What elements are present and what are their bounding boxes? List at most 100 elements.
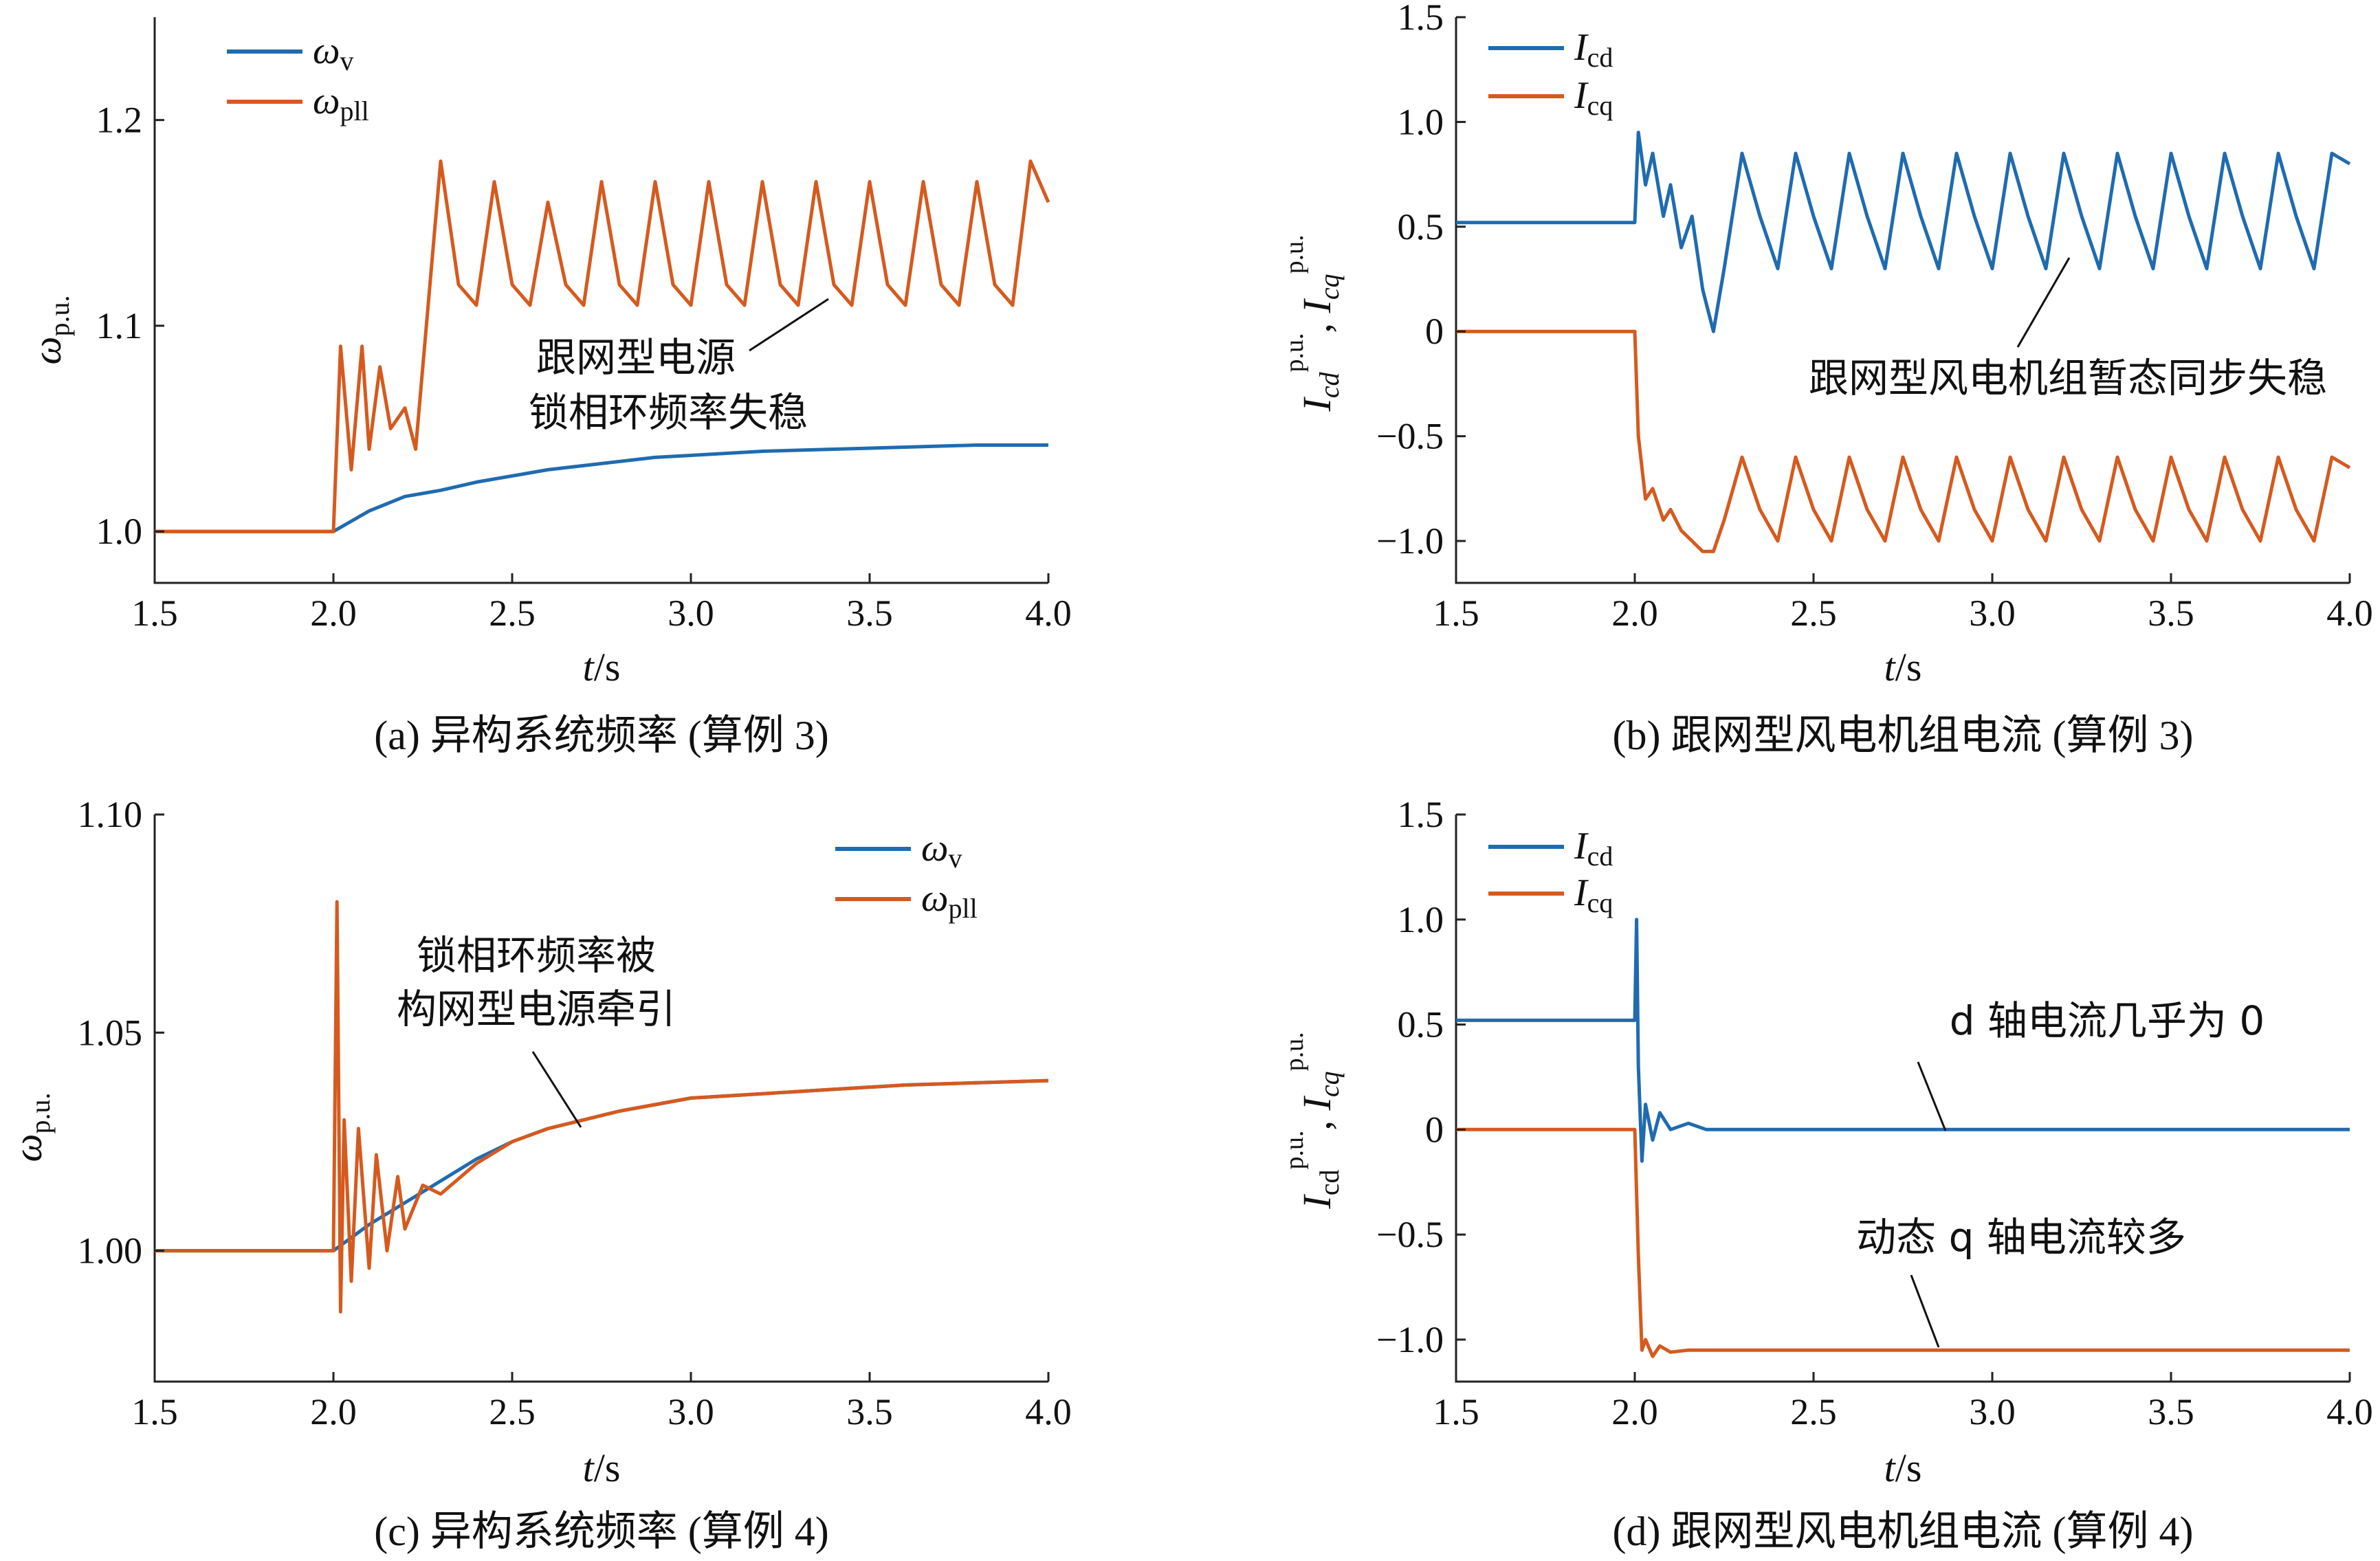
y-tick-label: 1.0	[1398, 101, 1444, 142]
x-tick-label: 4.0	[1025, 1391, 1072, 1432]
series-line-pll	[155, 900, 1049, 1314]
y-tick-label: 1.10	[78, 794, 143, 835]
y-tick-label: 1.0	[1398, 899, 1444, 940]
panel-a-legend: ωv ωpll	[227, 30, 369, 126]
caption-d: (d) 跟网型风电机组电流 (算例 4)	[1613, 1509, 2194, 1554]
x-tick-label: 2.0	[310, 1391, 357, 1432]
x-tick-label: 2.5	[1790, 593, 1837, 634]
panel-c-xlabel: t/s	[583, 1446, 621, 1490]
panel-a-xticks: 1.5 2.0 2.5 3.0 3.5 4.0	[131, 573, 1072, 634]
series-line-cd	[1456, 918, 2350, 1163]
panel-c-xticks: 1.5 2.0 2.5 3.0 3.5 4.0	[131, 1372, 1072, 1432]
panel-a-plot	[155, 159, 1050, 533]
panel-a-yticks: 1.0 1.1 1.2	[96, 100, 164, 552]
series-line-cq	[1456, 1127, 2350, 1358]
x-tick-label: 2.0	[310, 593, 357, 634]
x-tick-label: 3.0	[1969, 593, 2016, 634]
x-tick-label: 1.5	[1433, 1391, 1479, 1432]
legend-label-wv: ωv	[313, 30, 354, 76]
panel-d: 1.5 2.0 2.5 3.0 3.5 4.0 −1.0 −0.5 0 0.5 1.0 1.5 t/…	[1280, 794, 2373, 1554]
panel-c-ylabel: ωp.u.	[5, 1093, 56, 1162]
y-tick-label: −1.0	[1376, 520, 1444, 562]
annotation-d2-leader	[1910, 1274, 1940, 1348]
panel-b-yticks: −1.0 −0.5 0 0.5 1.0 1.5	[1376, 0, 1466, 562]
legend-label-wpll: ωpll	[313, 80, 369, 126]
x-tick-label: 2.0	[1611, 593, 1658, 634]
y-tick-label: −0.5	[1376, 1214, 1444, 1255]
series-line-cd	[1456, 131, 2351, 333]
panel-b-xlabel: t/s	[1884, 645, 1922, 689]
y-tick-label: 1.00	[78, 1230, 143, 1272]
panel-b-legend: Icd Icq	[1488, 26, 1613, 121]
panel-c-axes	[153, 815, 1048, 1383]
y-tick-label: 1.5	[1398, 0, 1444, 38]
panel-c-yticks: 1.00 1.05 1.10	[78, 794, 164, 1272]
panel-a-ylabel: ωp.u.	[25, 296, 75, 365]
series-line-v	[155, 443, 1048, 533]
annotation-b-leader	[2016, 257, 2071, 348]
x-tick-label: 1.5	[131, 1391, 178, 1432]
panel-d-legend: Icd Icq	[1488, 825, 1613, 918]
y-tick-label: −1.0	[1376, 1319, 1444, 1360]
x-tick-label: 4.0	[1025, 593, 1072, 634]
y-tick-label: 0	[1425, 1109, 1444, 1150]
panel-d-yticks: −1.0 −0.5 0 0.5 1.0 1.5	[1376, 794, 1466, 1360]
legend-label-wv: ωv	[921, 827, 962, 874]
panel-d-plot	[1456, 918, 2350, 1358]
x-tick-label: 1.5	[131, 593, 178, 634]
panel-c-annotation: 锁相环频率被 构网型电源牵引	[397, 932, 676, 1128]
y-tick-label: 1.5	[1398, 794, 1444, 835]
x-tick-label: 2.5	[489, 1391, 536, 1432]
panel-c-plot	[155, 900, 1049, 1314]
x-tick-label: 3.5	[2148, 1391, 2194, 1432]
x-tick-label: 3.5	[846, 593, 893, 634]
x-tick-label: 1.5	[1433, 593, 1479, 634]
x-tick-label: 4.0	[2326, 593, 2373, 634]
y-tick-label: 1.05	[78, 1012, 143, 1053]
y-tick-label: 0.5	[1398, 206, 1444, 247]
panel-d-xlabel: t/s	[1884, 1446, 1922, 1490]
y-tick-label: −0.5	[1376, 416, 1444, 457]
x-tick-label: 2.5	[1790, 1391, 1837, 1432]
panel-d-ylabel: Icdp.u., Icqp.u.	[1280, 1032, 1345, 1209]
y-tick-label: 1.0	[96, 511, 143, 552]
annotation-b: 跟网型风电机组暂态同步失稳	[1809, 355, 2327, 401]
panel-d-annotations: d 轴电流几乎为 0 动态 q 轴电流较多	[1856, 997, 2265, 1348]
caption-a: (a) 异构系统频率 (算例 3)	[374, 713, 829, 758]
panel-b-xticks: 1.5 2.0 2.5 3.0 3.5 4.0	[1433, 573, 2373, 634]
y-tick-label: 1.2	[96, 100, 143, 141]
annotation-c-line2: 构网型电源牵引	[397, 986, 676, 1032]
panel-a-xlabel: t/s	[583, 645, 621, 689]
panel-b-annotation: 跟网型风电机组暂态同步失稳	[1809, 257, 2327, 401]
legend-label-wpll: ωpll	[921, 877, 978, 924]
series-line-cq	[1456, 329, 2351, 553]
annotation-a-line2: 锁相环频率失稳	[529, 389, 808, 436]
panel-a: 1.5 2.0 2.5 3.0 3.5 4.0 1.0 1.1 1.2 t/s ωp.u. ω…	[25, 17, 1072, 758]
panel-d-xticks: 1.5 2.0 2.5 3.0 3.5 4.0	[1433, 1372, 2373, 1432]
panel-b: 1.5 2.0 2.5 3.0 3.5 4.0 −1.0 −0.5 0 0.5 1.0 1.5 t/…	[1280, 0, 2373, 758]
series-line-v	[155, 1078, 1049, 1253]
panel-a-annotation: 跟网型电源 锁相环频率失稳	[529, 298, 829, 436]
caption-b: (b) 跟网型风电机组电流 (算例 3)	[1613, 713, 2194, 758]
legend-label-icd: Icd	[1574, 26, 1613, 73]
annotation-a-line1: 跟网型电源	[536, 334, 736, 381]
panel-b-plot	[1456, 131, 2351, 553]
annotation-c-line1: 锁相环频率被	[417, 932, 656, 979]
annotation-d1-leader	[1917, 1061, 1947, 1131]
legend-label-icd: Icd	[1574, 825, 1613, 872]
x-tick-label: 3.5	[846, 1391, 893, 1432]
annotation-a-leader	[749, 298, 829, 352]
panel-c: 1.5 2.0 2.5 3.0 3.5 4.0 1.00 1.05 1.10 t/s ωp.u…	[5, 794, 1072, 1554]
x-tick-label: 2.0	[1611, 1391, 1658, 1432]
x-tick-label: 2.5	[489, 593, 536, 634]
y-tick-label: 0.5	[1398, 1004, 1444, 1045]
caption-c: (c) 异构系统频率 (算例 4)	[374, 1509, 829, 1554]
annotation-d1: d 轴电流几乎为 0	[1950, 997, 2265, 1044]
x-tick-label: 3.5	[2148, 593, 2194, 634]
x-tick-label: 3.0	[668, 593, 714, 634]
annotation-c-leader	[531, 1051, 582, 1128]
legend-label-icq: Icq	[1574, 74, 1613, 121]
annotation-d2: 动态 q 轴电流较多	[1856, 1214, 2186, 1261]
y-tick-label: 1.1	[96, 305, 143, 346]
